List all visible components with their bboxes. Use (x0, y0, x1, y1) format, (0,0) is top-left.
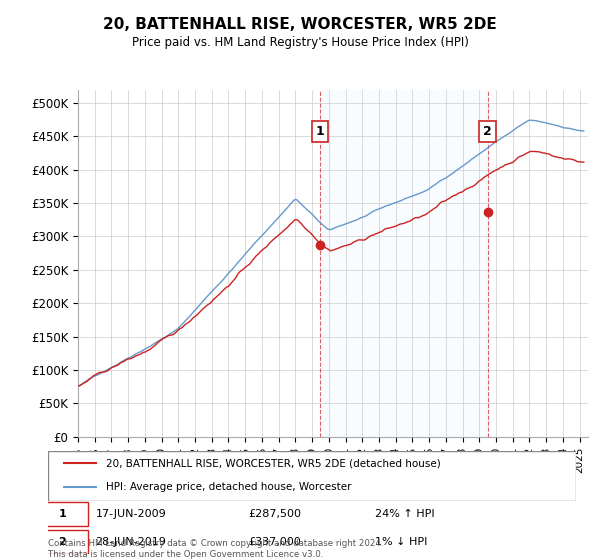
Text: 17-JUN-2009: 17-JUN-2009 (95, 509, 166, 519)
Text: £287,500: £287,500 (248, 509, 302, 519)
FancyBboxPatch shape (37, 502, 88, 526)
FancyBboxPatch shape (48, 451, 576, 501)
Text: 2: 2 (58, 537, 66, 547)
Bar (320, 90, 488, 437)
Text: 28-JUN-2019: 28-JUN-2019 (95, 537, 166, 547)
FancyBboxPatch shape (37, 530, 88, 554)
Text: 20, BATTENHALL RISE, WORCESTER, WR5 2DE (detached house): 20, BATTENHALL RISE, WORCESTER, WR5 2DE … (106, 459, 441, 468)
Text: 1% ↓ HPI: 1% ↓ HPI (376, 537, 428, 547)
Text: 20, BATTENHALL RISE, WORCESTER, WR5 2DE: 20, BATTENHALL RISE, WORCESTER, WR5 2DE (103, 17, 497, 32)
Text: Price paid vs. HM Land Registry's House Price Index (HPI): Price paid vs. HM Land Registry's House … (131, 36, 469, 49)
Text: 24% ↑ HPI: 24% ↑ HPI (376, 509, 435, 519)
Text: 2: 2 (483, 125, 492, 138)
Text: Contains HM Land Registry data © Crown copyright and database right 2024.
This d: Contains HM Land Registry data © Crown c… (48, 539, 383, 559)
Text: 1: 1 (316, 125, 324, 138)
Text: HPI: Average price, detached house, Worcester: HPI: Average price, detached house, Worc… (106, 482, 352, 492)
Text: 1: 1 (58, 509, 66, 519)
Text: £337,000: £337,000 (248, 537, 301, 547)
